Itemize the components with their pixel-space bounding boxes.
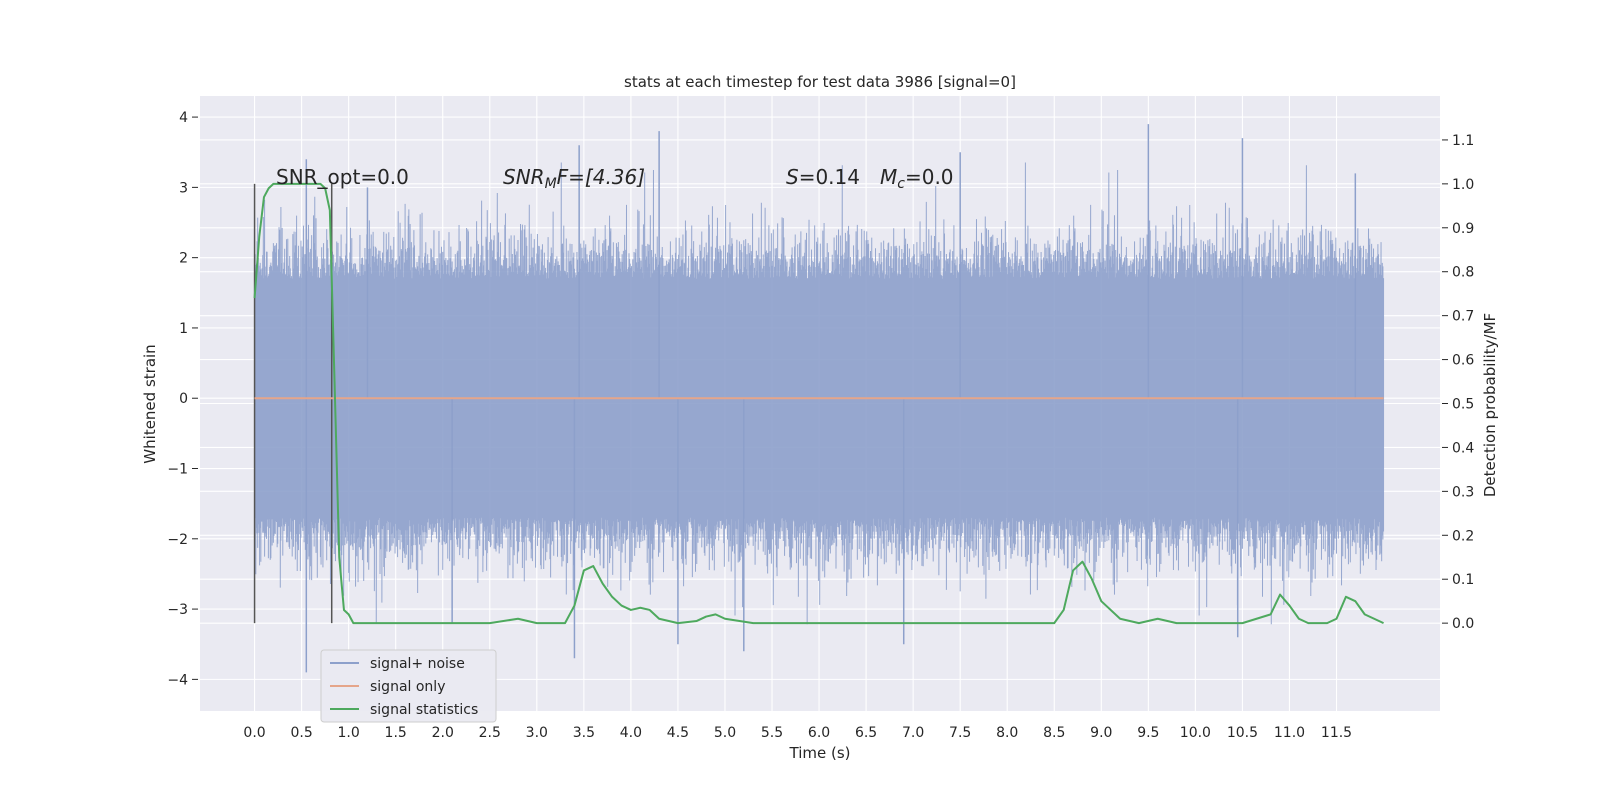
x-tick-label: 2.5 <box>479 725 501 741</box>
right-tick-label: 1.0 <box>1452 177 1474 193</box>
legend-box <box>320 649 497 723</box>
right-tick-label: 0.5 <box>1452 397 1474 413</box>
x-tick-label: 2.0 <box>432 725 454 741</box>
x-tick-label: 5.5 <box>761 725 783 741</box>
y-axis-label: Whitened strain <box>141 344 159 463</box>
right-tick-label: 0.9 <box>1452 221 1474 237</box>
x-axis-label: Time (s) <box>789 744 851 762</box>
mc-base: M <box>880 165 897 189</box>
x-tick-label: 1.0 <box>338 725 360 741</box>
statistics-series <box>253 182 1384 625</box>
x-tick-label: 11.5 <box>1321 725 1352 741</box>
mc-sub: c <box>897 176 905 192</box>
y-tick-label: 0 <box>179 391 188 407</box>
x-tick-label: 11.0 <box>1274 725 1305 741</box>
right-tick-label: 0.2 <box>1452 528 1474 544</box>
legend: signal+ noise signal only signal statist… <box>320 649 497 723</box>
right-axis-label: Detection probability/MF <box>1481 313 1499 497</box>
right-tick-label: 0.6 <box>1452 353 1474 369</box>
statistics-line <box>253 182 1384 625</box>
x-tick-label: 4.0 <box>620 725 642 741</box>
right-tick-label: 0.3 <box>1452 484 1474 500</box>
noise-trace <box>254 162 1385 625</box>
right-tick-label: 0.8 <box>1452 265 1474 281</box>
snr-mf-sub: M <box>545 176 557 192</box>
x-tick-label: 0.0 <box>243 725 265 741</box>
right-tick-label: 1.1 <box>1452 133 1474 149</box>
chart-title: stats at each timestep for test data 398… <box>624 73 1016 91</box>
right-tick-label: 0.0 <box>1452 616 1474 632</box>
snr-mf-base: SNR <box>503 165 545 189</box>
x-tick-label: 8.5 <box>1043 725 1065 741</box>
y-axis-ticks: 4 3 2 1 0 −1 −2 −3 −4 <box>167 110 198 688</box>
annotation-s: S=0.14 <box>786 165 860 189</box>
annotation-snr-mf: SNRMF=[4.36] <box>503 165 645 192</box>
x-axis-ticks: 0.0 0.5 1.0 1.5 2.0 2.5 3.0 3.5 4.0 4.5 5.0 5.5 6.0 6… <box>243 725 1352 741</box>
y-tick-label: 4 <box>179 110 188 126</box>
x-tick-label: 1.5 <box>385 725 407 741</box>
right-tick-label: 0.7 <box>1452 309 1474 325</box>
right-axis-ticks: 1.1 1.0 0.9 0.8 0.7 0.6 0.5 0.4 0.3 0.2 0.1 0.0 <box>1442 133 1474 632</box>
x-tick-label: 3.5 <box>573 725 595 741</box>
legend-label-statistics: signal statistics <box>370 702 478 718</box>
y-tick-label: −1 <box>167 462 188 478</box>
x-tick-label: 9.0 <box>1090 725 1112 741</box>
x-tick-label: 6.0 <box>808 725 830 741</box>
y-tick-label: 3 <box>179 180 188 196</box>
mc-value: =0.0 <box>905 165 954 189</box>
x-tick-label: 0.5 <box>290 725 312 741</box>
x-tick-label: 4.5 <box>667 725 689 741</box>
noise-series <box>254 124 1385 673</box>
y-tick-label: 1 <box>179 321 188 337</box>
legend-label-noise: signal+ noise <box>370 656 465 672</box>
x-tick-label: 10.0 <box>1180 725 1211 741</box>
y-tick-label: −2 <box>167 532 188 548</box>
x-tick-label: 10.5 <box>1227 725 1258 741</box>
legend-label-signal: signal only <box>370 679 445 695</box>
x-tick-label: 7.5 <box>949 725 971 741</box>
x-tick-label: 7.0 <box>902 725 924 741</box>
snr-mf-rest: F=[4.36] <box>557 165 645 189</box>
s-label: S <box>786 165 799 189</box>
y-tick-label: 2 <box>179 251 188 267</box>
x-tick-label: 6.5 <box>855 725 877 741</box>
x-tick-label: 3.0 <box>526 725 548 741</box>
annotation-mc: Mc=0.0 <box>880 165 954 192</box>
annotation-snr-opt: SNR_opt=0.0 <box>276 165 409 189</box>
right-tick-label: 0.4 <box>1452 440 1474 456</box>
x-tick-label: 9.5 <box>1137 725 1159 741</box>
s-value: =0.14 <box>799 165 860 189</box>
y-tick-label: −3 <box>167 602 188 618</box>
x-tick-label: 8.0 <box>996 725 1018 741</box>
x-tick-label: 5.0 <box>714 725 736 741</box>
right-tick-label: 0.1 <box>1452 572 1474 588</box>
y-tick-label: −4 <box>167 672 188 688</box>
